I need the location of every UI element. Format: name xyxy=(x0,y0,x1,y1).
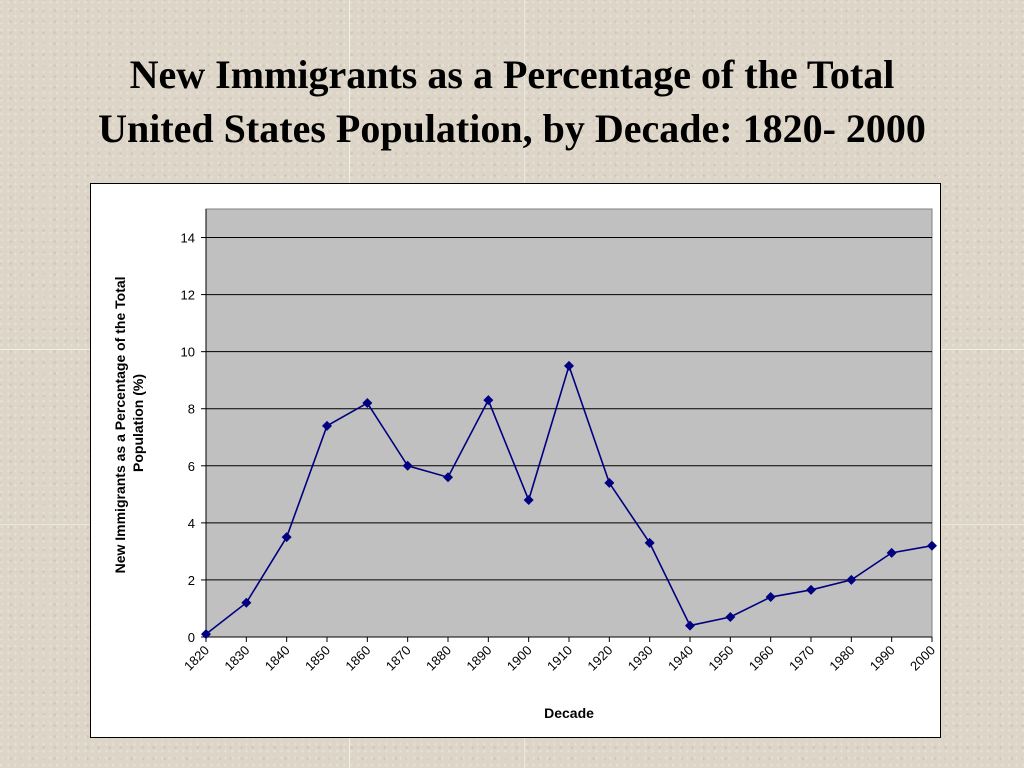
data-point xyxy=(483,395,494,406)
data-point xyxy=(443,472,453,483)
slide-title: New Immigrants as a Percentage of the To… xyxy=(40,48,984,156)
x-tick-label: 1840 xyxy=(262,643,293,674)
x-tick-label: 1860 xyxy=(342,643,373,674)
data-point xyxy=(322,420,332,431)
x-tick-label: 1870 xyxy=(383,643,414,674)
x-tick-label: 1970 xyxy=(786,643,817,674)
slide-title-line-2: United States Population, by Decade: 182… xyxy=(98,106,926,151)
data-point xyxy=(886,547,897,558)
y-tick-label: 2 xyxy=(188,573,195,588)
x-tick-label: 1910 xyxy=(544,643,575,674)
x-tick-label: 1990 xyxy=(867,643,898,674)
x-tick-label: 1890 xyxy=(463,643,494,674)
y-tick-label: 12 xyxy=(181,288,195,303)
x-tick-label: 1930 xyxy=(625,643,656,674)
x-axis-title: Decade xyxy=(544,705,594,721)
x-tick-label: 1980 xyxy=(826,643,857,674)
data-point xyxy=(685,620,695,631)
data-point xyxy=(765,592,776,603)
slide-title-line-1: New Immigrants as a Percentage of the To… xyxy=(129,52,895,97)
y-axis-title: New Immigrants as a Percentage of the To… xyxy=(112,273,146,574)
data-point xyxy=(564,360,574,371)
data-point xyxy=(725,612,736,623)
y-tick-label: 4 xyxy=(188,516,195,531)
data-point xyxy=(523,495,534,506)
data-point xyxy=(644,537,655,548)
y-tick-label: 8 xyxy=(188,402,195,417)
y-tick-label: 10 xyxy=(181,345,195,360)
plot-area xyxy=(205,208,933,638)
x-tick-label: 2000 xyxy=(907,643,938,674)
x-tick-label: 1950 xyxy=(705,643,736,674)
data-point xyxy=(241,597,252,608)
x-tick-label: 1900 xyxy=(504,643,535,674)
x-tick-label: 1960 xyxy=(746,643,777,674)
data-point xyxy=(927,540,937,551)
y-axis-ticks: 0 2 4 6 8 10 12 14 xyxy=(181,231,206,645)
chart-container: 0 2 4 6 8 10 12 14 1820 1830 1840 1850 1860 1870 1880… xyxy=(90,183,941,738)
x-tick-label: 1830 xyxy=(221,643,252,674)
x-tick-label: 1820 xyxy=(181,643,212,674)
x-tick-label: 1850 xyxy=(302,643,333,674)
data-point xyxy=(281,532,292,543)
y-axis-title-line-1: New Immigrants as a Percentage of the To… xyxy=(112,276,128,573)
y-tick-label: 6 xyxy=(188,459,195,474)
y-tick-label: 14 xyxy=(181,231,195,246)
y-axis-title-line-2: Population (%) xyxy=(130,374,146,472)
y-tick-label: 0 xyxy=(188,630,195,645)
x-tick-label: 1920 xyxy=(584,643,615,674)
line-chart: 0 2 4 6 8 10 12 14 1820 1830 1840 1850 1860 1870 1880… xyxy=(112,208,938,721)
gridlines xyxy=(206,237,932,581)
x-axis-ticks: 1820 1830 1840 1850 1860 1870 1880 1890 1900 1910… xyxy=(181,637,938,674)
data-point xyxy=(362,398,373,409)
data-point xyxy=(201,629,211,640)
series-group xyxy=(201,360,937,640)
x-tick-label: 1940 xyxy=(665,643,696,674)
data-point xyxy=(806,584,816,595)
data-point xyxy=(604,477,615,488)
x-tick-label: 1880 xyxy=(423,643,454,674)
data-point xyxy=(846,574,857,585)
data-point xyxy=(402,460,413,471)
